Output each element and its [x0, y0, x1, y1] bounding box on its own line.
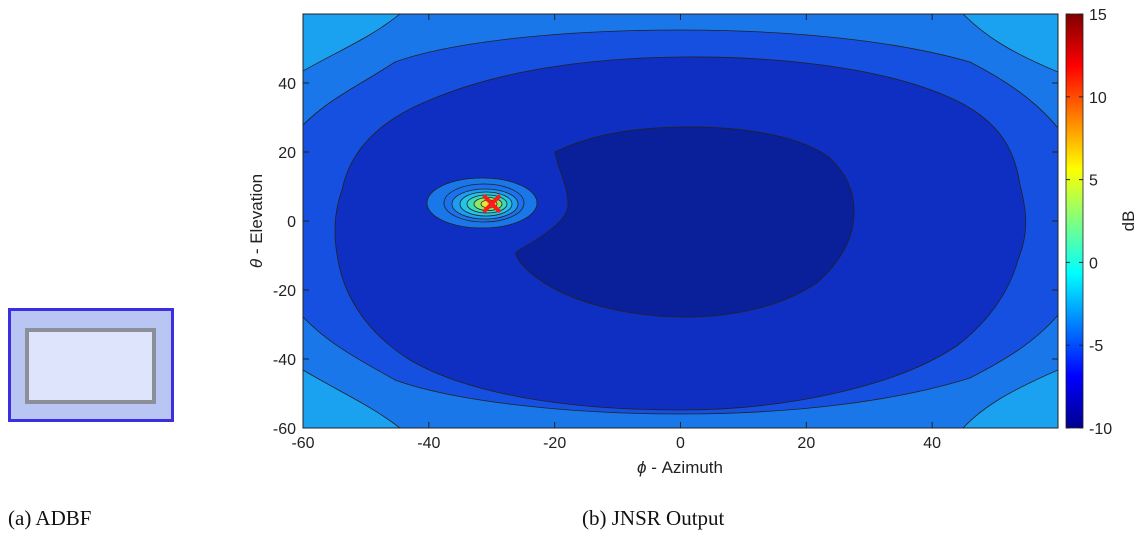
colorbar-tick-label: 10	[1089, 90, 1107, 107]
x-axis-label-text: - Azimuth	[646, 458, 723, 477]
x-tick-label: -40	[417, 435, 440, 452]
x-axis-label: ϕ - Azimuth	[637, 458, 723, 477]
colorbar-tick-label: -10	[1089, 421, 1112, 438]
y-tick-label: 40	[278, 76, 296, 93]
y-axis-label-text: - Elevation	[247, 174, 266, 259]
contour-level-4	[515, 126, 855, 318]
caption-b-label: (b)	[582, 506, 607, 530]
colorbar-tick-label: 0	[1089, 255, 1098, 272]
colorbar-tick-label: -5	[1089, 338, 1103, 355]
x-tick-label: 40	[923, 435, 941, 452]
colorbar-label: dB	[1119, 211, 1138, 232]
caption-a-label: (a)	[8, 506, 32, 530]
jammer-x-stroke-2	[482, 194, 501, 213]
adbf-diagram-svg	[8, 308, 174, 422]
caption-b-text: JNSR Output	[611, 506, 725, 530]
caption-a-text: ADBF	[35, 506, 92, 530]
y-tick-label: 0	[287, 214, 296, 231]
x-tick-label: 20	[797, 435, 815, 452]
x-tick-label: -20	[543, 435, 566, 452]
x-tick-label: -60	[291, 435, 314, 452]
colorbar-tick-label: 15	[1089, 7, 1107, 24]
jammer-x-marker	[482, 194, 501, 213]
y-tick-label: -60	[273, 421, 296, 438]
y-tick-label: -40	[273, 352, 296, 369]
colorbar-ticks: -10 -5 0 5 10 15	[1066, 7, 1112, 438]
y-tick-label: 20	[278, 145, 296, 162]
x-axis-ticks: -60 -40 -20 0 20 40	[291, 14, 941, 452]
x-axis-label-symbol: ϕ	[637, 458, 646, 477]
y-axis-ticks: -60 -40 -20 0 20 40	[273, 76, 1058, 438]
colorbar-tick-label: 5	[1089, 173, 1098, 190]
y-axis-label: θ - Elevation	[247, 174, 266, 268]
y-axis-label-symbol: θ	[247, 258, 266, 268]
caption-b: (b) JNSR Output	[582, 506, 724, 531]
colorbar	[1065, 13, 1084, 429]
x-tick-label: 0	[676, 435, 685, 452]
caption-a: (a) ADBF	[8, 506, 91, 531]
y-tick-label: -20	[273, 283, 296, 300]
adbf-inner-box	[25, 328, 156, 404]
adbf-diagram	[8, 308, 174, 422]
contour-fill-group	[303, 14, 1058, 428]
